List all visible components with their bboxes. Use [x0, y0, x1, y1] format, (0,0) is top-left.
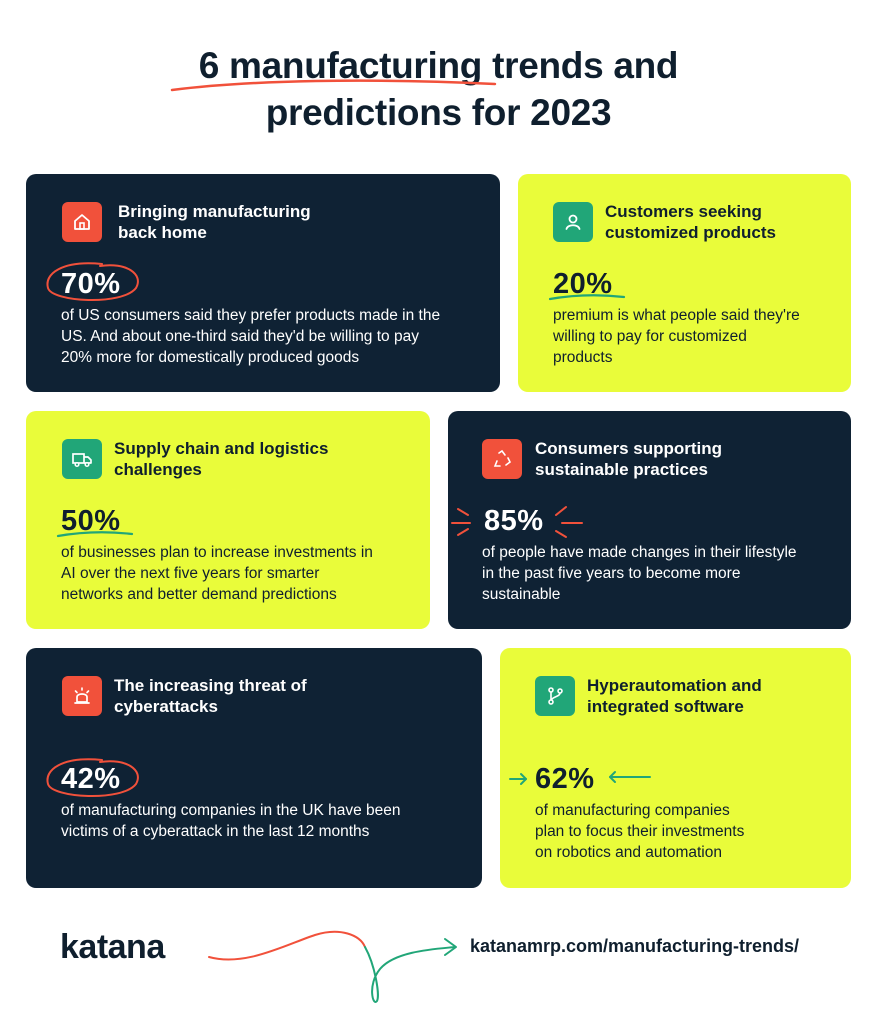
stat-description: of US consumers said they prefer product… — [61, 307, 441, 366]
trend-card-sustainability: Consumers supporting sustainable practic… — [448, 411, 851, 629]
stat-arrows-decoration — [509, 771, 651, 785]
card-title: Consumers supporting sustainable practic… — [535, 439, 723, 479]
trend-card-customization: Customers seeking customized products 20… — [518, 174, 851, 392]
page-title-line1: 6 manufacturing trends and — [198, 45, 679, 86]
trend-card-cyberattacks: The increasing threat of cyberattacks 42… — [26, 648, 482, 888]
truck-icon — [62, 439, 102, 479]
page-title-line2: predictions for 2023 — [265, 92, 612, 133]
stat-value: 42% — [61, 763, 121, 795]
stat-value: 70% — [61, 268, 121, 300]
person-icon — [553, 202, 593, 242]
title-underline-decoration — [170, 79, 497, 92]
stat-underline-decoration — [56, 531, 134, 538]
stat-description: premium is what people said they're will… — [553, 307, 800, 366]
stat-description: of people have made changes in their lif… — [482, 544, 797, 603]
katana-logo: katana — [60, 928, 165, 966]
stat-burst-decoration — [451, 506, 583, 538]
card-title: Customers seeking customized products — [605, 202, 776, 242]
card-title: Hyperautomation and integrated software — [587, 676, 762, 716]
trend-card-reshoring: Bringing manufacturing back home 70% of … — [26, 174, 500, 392]
footer-url-link[interactable]: katanamrp.com/manufacturing-trends/ — [470, 936, 800, 956]
stat-circle-decoration — [46, 758, 139, 798]
branch-icon — [535, 676, 575, 716]
recycle-icon — [482, 439, 522, 479]
stat-underline-decoration — [548, 294, 626, 301]
card-title: The increasing threat of cyberattacks — [114, 676, 307, 716]
alarm-icon — [62, 676, 102, 716]
footer-swirl-decoration — [208, 930, 457, 1004]
home-icon — [62, 202, 102, 242]
card-title: Supply chain and logistics challenges — [114, 439, 329, 479]
stat-value: 62% — [535, 763, 595, 795]
stat-description: of manufacturing companies plan to focus… — [535, 802, 745, 861]
stat-description: of businesses plan to increase investmen… — [61, 544, 373, 603]
trend-card-supply-chain: Supply chain and logistics challenges 50… — [26, 411, 430, 629]
stat-description: of manufacturing companies in the UK hav… — [61, 802, 401, 840]
trend-card-hyperautomation: Hyperautomation and integrated software … — [500, 648, 851, 888]
stat-circle-decoration — [46, 262, 139, 302]
page-title: 6 manufacturing trends and predictions f… — [0, 42, 877, 136]
stat-value: 85% — [484, 505, 544, 537]
card-title: Bringing manufacturing back home — [118, 202, 311, 242]
